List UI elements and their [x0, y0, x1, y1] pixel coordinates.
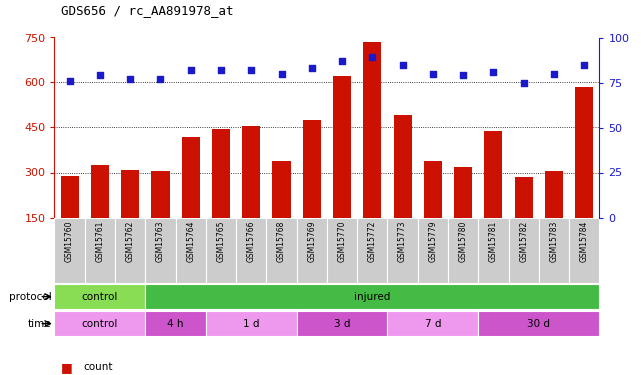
Bar [363, 42, 381, 218]
Bar [267, 217, 297, 283]
Bar [272, 160, 290, 218]
Point [125, 76, 135, 82]
Point [155, 76, 165, 82]
Text: 4 h: 4 h [167, 319, 184, 328]
Point [216, 67, 226, 73]
Bar [146, 285, 599, 309]
Bar [54, 217, 85, 283]
Bar [181, 136, 200, 218]
Point [579, 62, 589, 68]
Text: ■: ■ [61, 361, 72, 374]
Point [65, 78, 75, 84]
Text: GSM15765: GSM15765 [217, 221, 226, 262]
Bar [508, 217, 539, 283]
Point [397, 62, 408, 68]
Text: time: time [28, 319, 51, 328]
Bar [176, 217, 206, 283]
Bar [85, 217, 115, 283]
Point [367, 54, 378, 60]
Text: injured: injured [354, 292, 390, 302]
Bar [91, 165, 109, 218]
Text: 30 d: 30 d [528, 319, 550, 328]
Bar [54, 312, 146, 336]
Bar [575, 87, 594, 218]
Bar [121, 170, 139, 217]
Bar [545, 171, 563, 217]
Bar [206, 312, 297, 336]
Bar [303, 120, 321, 218]
Text: control: control [81, 319, 118, 328]
Point [246, 67, 256, 73]
Point [428, 70, 438, 76]
Bar [478, 217, 508, 283]
Bar [478, 312, 599, 336]
Bar [115, 217, 146, 283]
Bar [297, 217, 327, 283]
Text: protocol: protocol [8, 292, 51, 302]
Bar [357, 217, 387, 283]
Point [488, 69, 499, 75]
Point [186, 67, 196, 73]
Text: GSM15770: GSM15770 [338, 221, 347, 262]
Text: GSM15764: GSM15764 [186, 221, 196, 262]
Bar [454, 166, 472, 218]
Bar [515, 177, 533, 218]
Bar [569, 217, 599, 283]
Text: GSM15779: GSM15779 [428, 221, 437, 262]
Bar [236, 217, 267, 283]
Bar [54, 285, 146, 309]
Text: control: control [81, 292, 118, 302]
Text: 7 d: 7 d [424, 319, 441, 328]
Text: GSM15781: GSM15781 [489, 221, 498, 262]
Point [549, 70, 559, 76]
Text: GSM15762: GSM15762 [126, 221, 135, 262]
Bar [146, 312, 206, 336]
Text: 3 d: 3 d [334, 319, 350, 328]
Text: GSM15783: GSM15783 [549, 221, 558, 262]
Bar [327, 217, 357, 283]
Text: 1 d: 1 d [243, 319, 260, 328]
Point [519, 80, 529, 86]
Text: GSM15760: GSM15760 [65, 221, 74, 262]
Bar [333, 76, 351, 218]
Text: GSM15780: GSM15780 [458, 221, 468, 262]
Text: GSM15761: GSM15761 [96, 221, 104, 262]
Text: GSM15768: GSM15768 [277, 221, 286, 262]
Point [458, 72, 469, 78]
Bar [387, 217, 418, 283]
Bar [151, 171, 169, 217]
Bar [146, 217, 176, 283]
Bar [212, 129, 230, 218]
Bar [394, 116, 412, 218]
Text: GSM15784: GSM15784 [579, 221, 588, 262]
Text: GSM15769: GSM15769 [307, 221, 316, 262]
Bar [297, 312, 387, 336]
Bar [387, 312, 478, 336]
Text: count: count [83, 362, 113, 372]
Text: GSM15782: GSM15782 [519, 221, 528, 262]
Bar [206, 217, 236, 283]
Point [306, 65, 317, 71]
Bar [60, 176, 79, 217]
Text: GSM15772: GSM15772 [368, 221, 377, 262]
Bar [485, 130, 503, 218]
Point [276, 70, 287, 76]
Text: GSM15773: GSM15773 [398, 221, 407, 262]
Point [337, 58, 347, 64]
Bar [242, 126, 260, 218]
Bar [418, 217, 448, 283]
Point [95, 72, 105, 78]
Text: GDS656 / rc_AA891978_at: GDS656 / rc_AA891978_at [61, 4, 233, 17]
Bar [539, 217, 569, 283]
Text: GSM15766: GSM15766 [247, 221, 256, 262]
Text: GSM15763: GSM15763 [156, 221, 165, 262]
Bar [424, 160, 442, 218]
Bar [448, 217, 478, 283]
